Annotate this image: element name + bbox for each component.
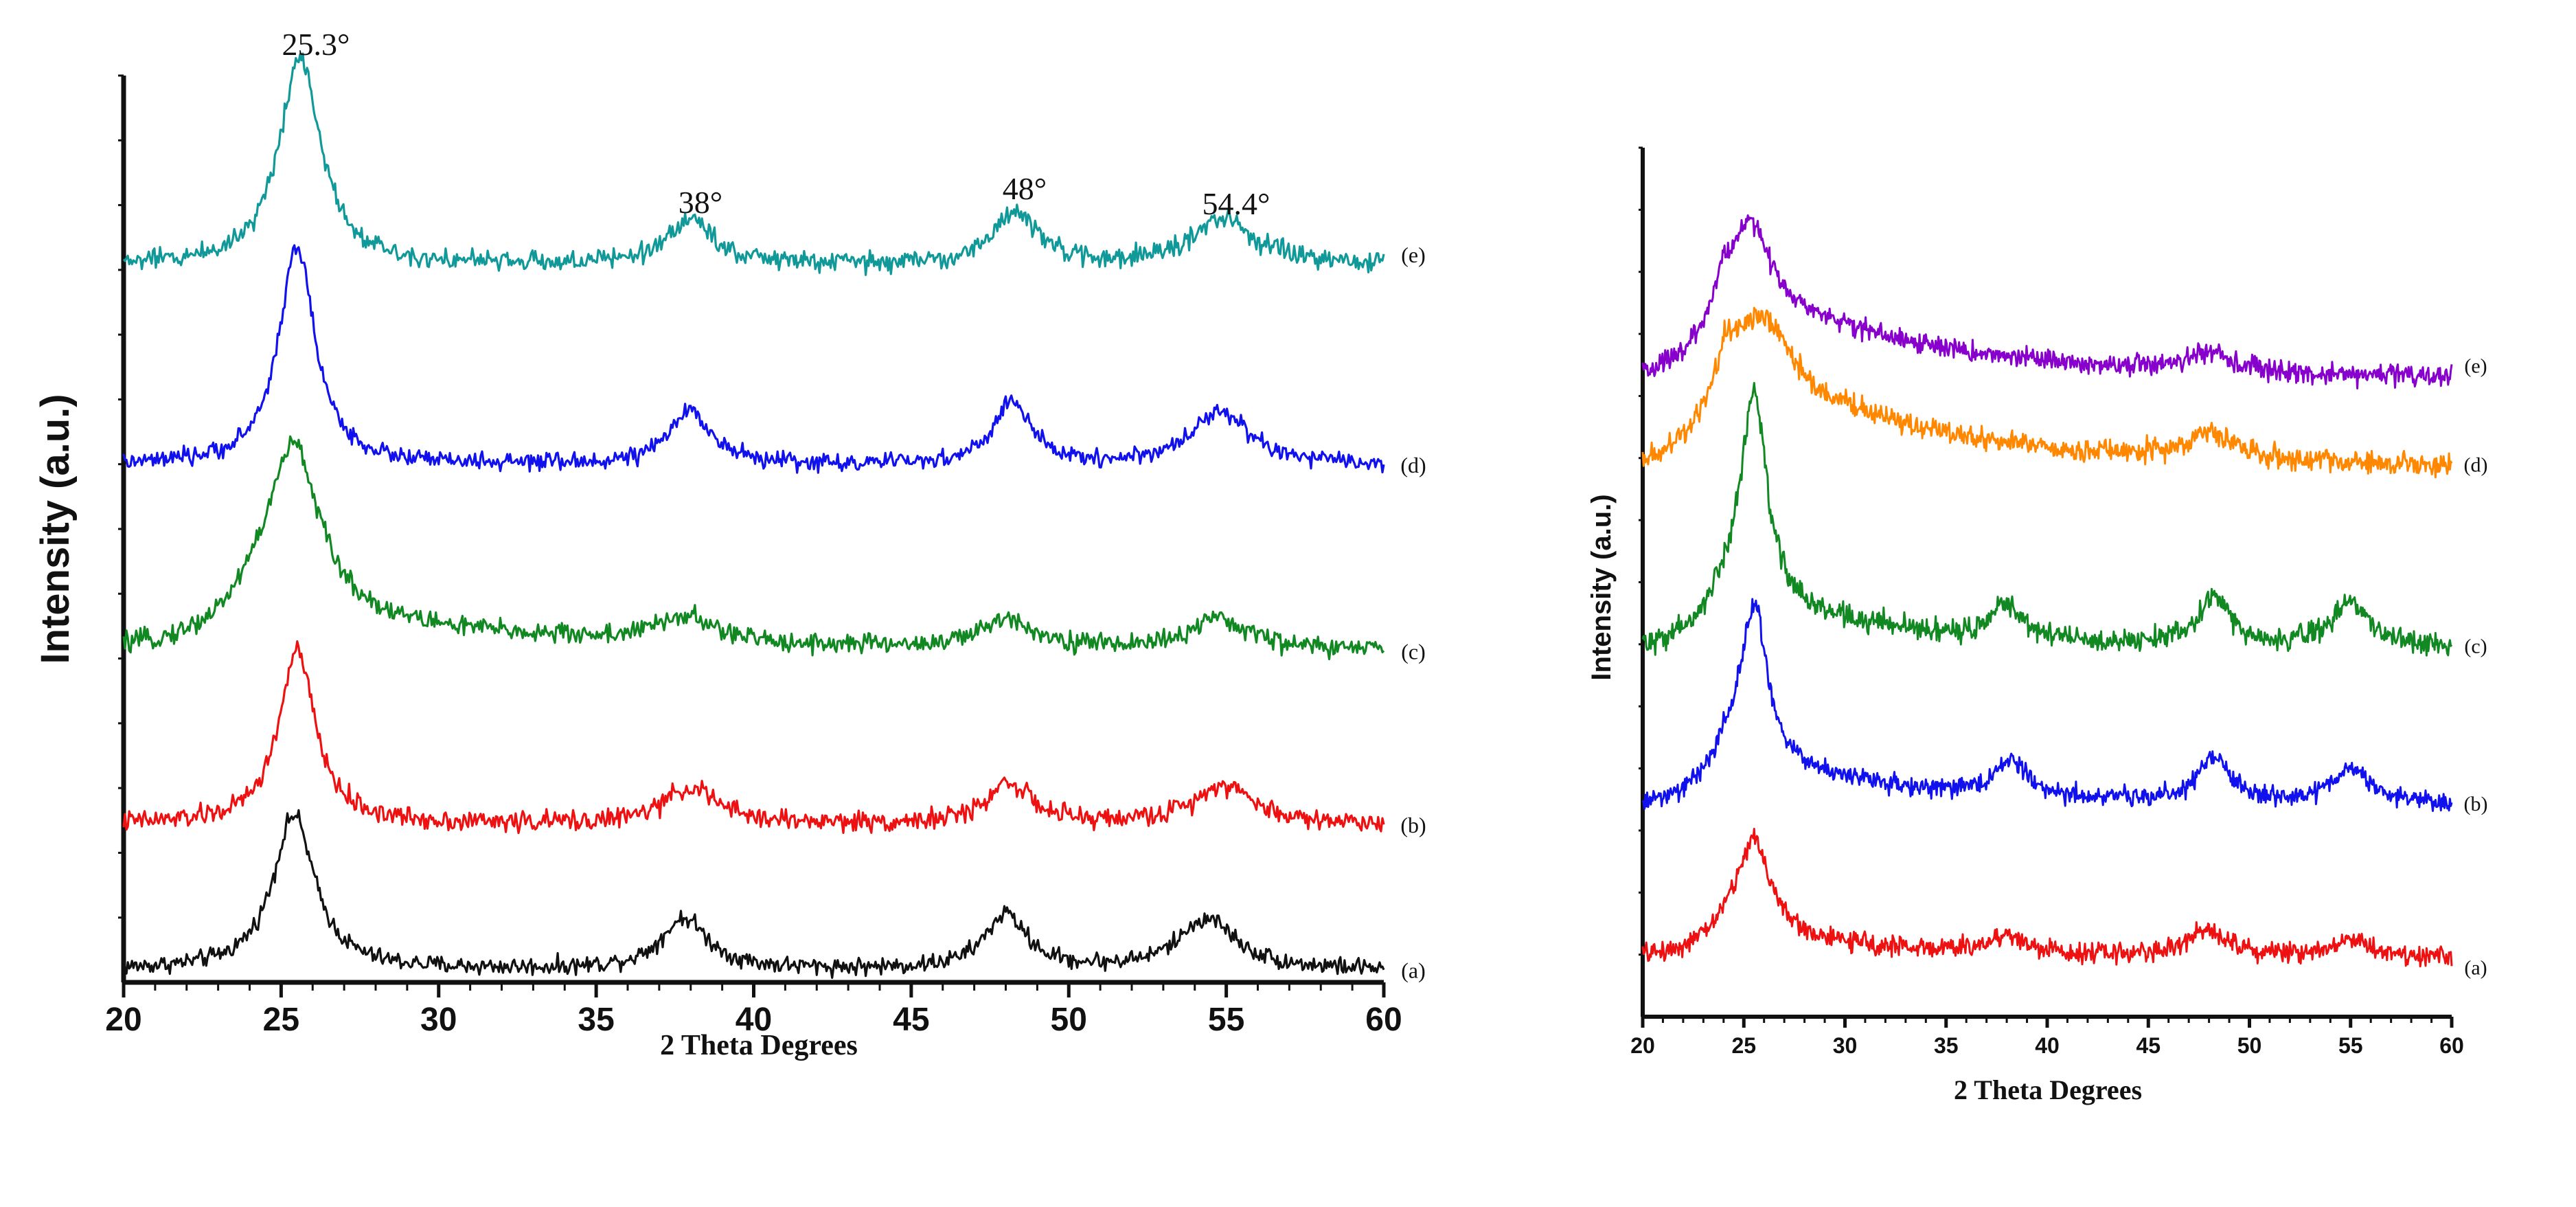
series-label-a: (a) (1401, 958, 1426, 983)
series-label-d: (d) (2464, 453, 2488, 476)
series-label-e: (e) (2464, 354, 2487, 377)
series-line-c (122, 435, 1385, 661)
series-label-d: (d) (1400, 453, 1426, 477)
left-series-labels: (a) (b) (c) (d) (e) (1400, 242, 1426, 983)
series-line-a (1641, 828, 2453, 968)
series-label-b: (b) (2464, 793, 2488, 815)
x-tick-label: 20 (1630, 1033, 1655, 1058)
left-chart: Intensity (a.u.) 2 Theta Degrees 20 25 30 3… (33, 27, 1426, 1061)
series-line-d (1641, 306, 2453, 479)
x-tick-label: 45 (893, 1002, 929, 1038)
peak-annotation-48: 48° (1003, 171, 1047, 206)
series-line-b (122, 640, 1385, 835)
x-tick-label: 50 (2237, 1033, 2262, 1058)
series-label-c: (c) (1401, 639, 1426, 664)
right-y-axis-title: Intensity (a.u.) (1586, 494, 1617, 680)
right-series (1641, 214, 2453, 968)
x-tick-label: 35 (578, 1002, 614, 1038)
series-line-e (1641, 214, 2453, 390)
series-label-b: (b) (1400, 813, 1426, 837)
series-label-e: (e) (1401, 242, 1426, 267)
left-x-axis-title: 2 Theta Degrees (660, 1030, 858, 1061)
series-line-c (1641, 382, 2453, 657)
peak-annotation-38: 38° (679, 185, 722, 220)
x-tick-label: 20 (105, 1002, 141, 1038)
x-tick-label: 35 (1934, 1033, 1959, 1058)
x-tick-label: 55 (2338, 1033, 2363, 1058)
right-x-axis-title: 2 Theta Degrees (1954, 1074, 2142, 1105)
series-line-e (122, 52, 1385, 276)
series-label-a: (a) (2464, 956, 2487, 979)
right-chart: Intensity (a.u.) 2 Theta Degrees 20 25 30 3… (1586, 146, 2488, 1105)
series-line-d (122, 244, 1385, 474)
left-series (122, 52, 1385, 979)
series-line-a (122, 809, 1385, 979)
right-ticks: 20 25 30 35 40 45 50 55 60 (1630, 146, 2464, 1058)
x-tick-label: 40 (2035, 1033, 2060, 1058)
x-tick-label: 30 (420, 1002, 457, 1038)
x-tick-label: 50 (1051, 1002, 1087, 1038)
right-series-labels: (a) (b) (c) (d) (e) (2464, 354, 2488, 979)
left-y-axis-title: Intensity (a.u.) (33, 394, 78, 664)
peak-annotation-25-3: 25.3° (282, 27, 350, 62)
x-tick-label: 40 (736, 1002, 772, 1038)
peak-annotation-54-4: 54.4° (1202, 186, 1270, 221)
x-tick-label: 45 (2136, 1033, 2161, 1058)
series-line-b (1641, 598, 2453, 812)
x-tick-label: 25 (1731, 1033, 1756, 1058)
x-tick-label: 60 (1365, 1002, 1402, 1038)
x-tick-label: 30 (1833, 1033, 1858, 1058)
x-tick-label: 60 (2439, 1033, 2464, 1058)
x-tick-label: 55 (1208, 1002, 1244, 1038)
left-ticks: 20 25 30 35 40 45 50 55 60 (105, 74, 1402, 1038)
series-label-c: (c) (2464, 635, 2487, 658)
x-tick-label: 25 (263, 1002, 299, 1038)
